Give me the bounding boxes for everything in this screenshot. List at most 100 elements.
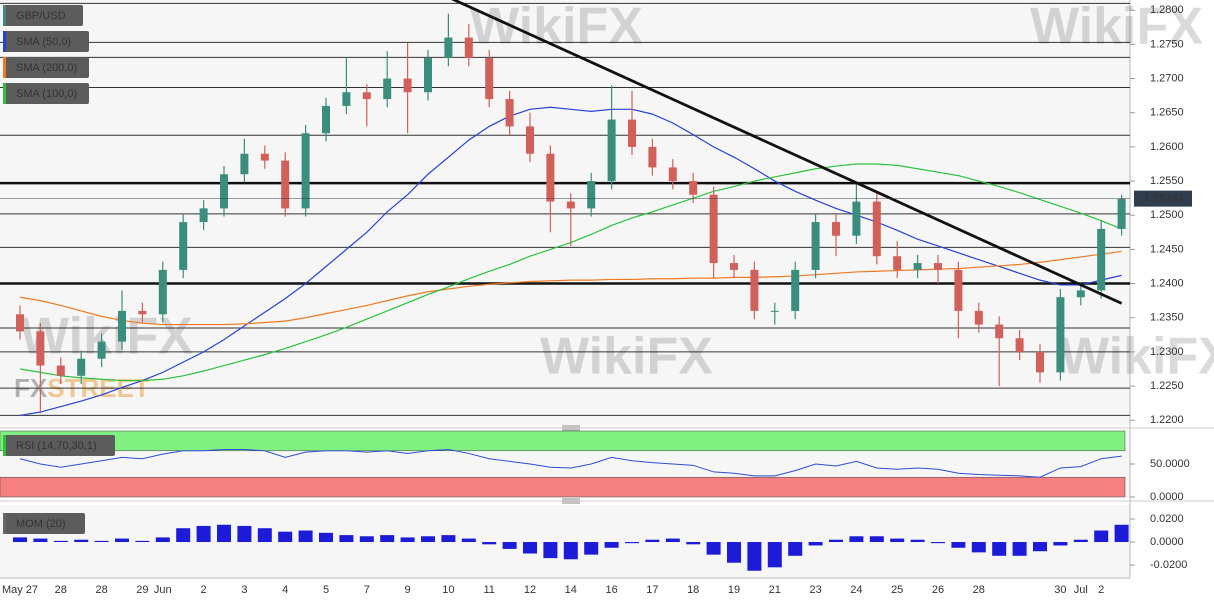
- legend-box: [3, 435, 115, 456]
- mom-bar: [74, 539, 89, 543]
- y-tick-label: 1.2200: [1150, 414, 1184, 426]
- mom-bar: [359, 536, 374, 543]
- candle-body: [383, 78, 392, 100]
- legend-label: SMA (200,0): [16, 62, 77, 74]
- legend-label: GBP/USD: [16, 10, 66, 22]
- mom-bar: [604, 542, 619, 548]
- oversold-band: [0, 476, 1126, 498]
- candle-body: [750, 269, 759, 311]
- mom-bar: [686, 542, 701, 545]
- y-tick-label: 0.0000: [1150, 491, 1184, 503]
- candle-body: [526, 126, 534, 154]
- last-price-box: [1134, 190, 1192, 207]
- candle-body: [158, 269, 167, 315]
- y-tick-label: 1.2700: [1150, 72, 1184, 84]
- mom-bar: [931, 542, 945, 544]
- candle-body: [648, 146, 657, 168]
- resize-handle[interactable]: [562, 425, 580, 504]
- candle-body: [1036, 351, 1044, 373]
- candle-body: [668, 167, 677, 182]
- x-tick-label: Jul: [1074, 584, 1088, 596]
- candle-body: [322, 105, 330, 134]
- x-tick-label: 12: [524, 584, 536, 596]
- mom-bar: [319, 532, 333, 543]
- trendline: [451, 0, 1123, 305]
- candle-body: [464, 37, 473, 59]
- mom-bar: [890, 538, 905, 543]
- legend-box: [3, 5, 83, 26]
- watermark: WikiFX: [1060, 328, 1214, 386]
- mom-bar: [543, 542, 558, 559]
- x-tick-label: Jun: [154, 584, 172, 596]
- mom-bar: [1073, 539, 1088, 543]
- candle-body: [16, 314, 24, 332]
- mom-bar: [767, 542, 782, 568]
- x-tick-label: 26: [932, 584, 944, 596]
- legend-label: RSI (14,70,30,1): [16, 440, 97, 452]
- mom-bar: [665, 538, 680, 543]
- candle-body: [852, 201, 861, 236]
- mom-bar: [176, 528, 191, 543]
- candle-body: [913, 263, 922, 270]
- candle-body: [709, 194, 718, 264]
- legend-box: [3, 83, 89, 104]
- candle-body: [56, 365, 65, 376]
- mom-bar: [400, 537, 415, 543]
- candle-body: [485, 58, 494, 100]
- candle-body: [1056, 297, 1065, 373]
- candle-body: [342, 92, 351, 106]
- x-tick-label: 5: [323, 584, 329, 596]
- y-tick-label: 1.2500: [1150, 209, 1184, 221]
- candle-body: [505, 99, 514, 127]
- x-tick-label: 4: [282, 584, 288, 596]
- y-tick-label: 1.2450: [1150, 243, 1184, 255]
- y-tick-label: 1.2400: [1150, 277, 1184, 289]
- candle-body: [97, 341, 106, 359]
- mom-bar: [951, 542, 966, 548]
- mom-bar: [1053, 542, 1068, 546]
- candle-body: [179, 222, 188, 270]
- mom-bar: [33, 538, 48, 543]
- candle-body: [220, 174, 228, 209]
- x-tick-label: 28: [55, 584, 67, 596]
- mom-bar: [115, 538, 129, 543]
- candle-body: [566, 201, 575, 209]
- y-tick-label: 1.2300: [1150, 346, 1184, 358]
- legend-label: SMA (50,0): [16, 36, 71, 48]
- watermark: WikiFX: [20, 308, 193, 366]
- x-tick-label: 17: [646, 584, 658, 596]
- candle-body: [118, 310, 126, 342]
- mom-bar: [829, 539, 843, 543]
- legend-swatch: [3, 5, 6, 26]
- y-tick-label: 1.2600: [1150, 141, 1184, 153]
- mom-bar: [788, 542, 803, 556]
- x-tick-label: 18: [687, 584, 699, 596]
- x-tick-label: 3: [241, 584, 247, 596]
- y-tick-label: 50.0000: [1150, 458, 1190, 470]
- x-tick-label: 28: [95, 584, 107, 596]
- mom-bar: [1114, 524, 1129, 543]
- candle-body: [1097, 228, 1106, 291]
- mom-bar: [380, 535, 395, 543]
- overbought-band: [0, 430, 1126, 452]
- candle-body: [138, 310, 147, 315]
- x-tick-label: 29: [136, 584, 148, 596]
- mom-bar: [298, 530, 313, 543]
- x-tick-label: 30: [1054, 584, 1066, 596]
- sma-line: [19, 106, 1122, 417]
- legend-swatch: [3, 435, 6, 456]
- candle-body: [301, 133, 310, 209]
- mom-bar: [94, 540, 109, 543]
- y-tick-label: 1.2350: [1150, 312, 1184, 324]
- x-tick-label: 14: [565, 584, 577, 596]
- x-tick-label: 11: [483, 584, 494, 596]
- mom-bar: [523, 542, 537, 554]
- mom-bar: [563, 542, 578, 560]
- candle-body: [587, 181, 596, 209]
- watermark: WikiFX: [540, 328, 713, 386]
- candle-body: [730, 263, 738, 270]
- x-tick-label: 7: [364, 584, 370, 596]
- y-tick-label: 1.2550: [1150, 175, 1184, 187]
- candle-body: [260, 153, 269, 161]
